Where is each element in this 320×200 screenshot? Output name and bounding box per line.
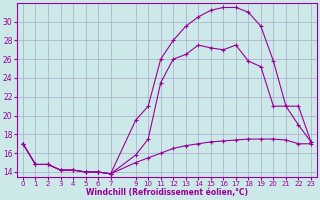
X-axis label: Windchill (Refroidissement éolien,°C): Windchill (Refroidissement éolien,°C) — [86, 188, 248, 197]
